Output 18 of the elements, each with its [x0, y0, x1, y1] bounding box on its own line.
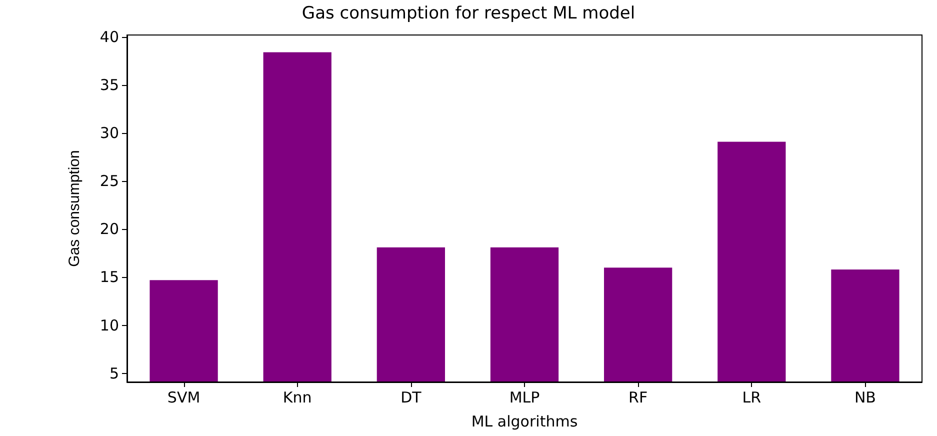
x-tick-label: MLP [509, 388, 540, 406]
x-tick-label: RF [628, 388, 648, 406]
x-tick-label: LR [742, 388, 762, 406]
x-tick-label: Knn [282, 388, 312, 406]
y-tick-label: 15 [100, 268, 119, 286]
y-tick-label: 5 [109, 364, 119, 382]
y-tick-label: 40 [100, 28, 119, 46]
y-tick-label: 35 [100, 76, 119, 94]
y-tick-label: 30 [100, 124, 119, 142]
x-tick-label: DT [400, 388, 422, 406]
chart-title: Gas consumption for respect ML model [302, 4, 636, 24]
x-tick-label: NB [854, 388, 876, 406]
x-tick-label: SVM [167, 388, 200, 406]
x-axis-title: ML algorithms [471, 412, 578, 430]
y-tick-label: 20 [100, 220, 119, 238]
y-axis-title: Gas consumption [66, 150, 83, 267]
y-tick-label: 25 [100, 172, 119, 190]
y-tick-label: 10 [100, 316, 119, 334]
